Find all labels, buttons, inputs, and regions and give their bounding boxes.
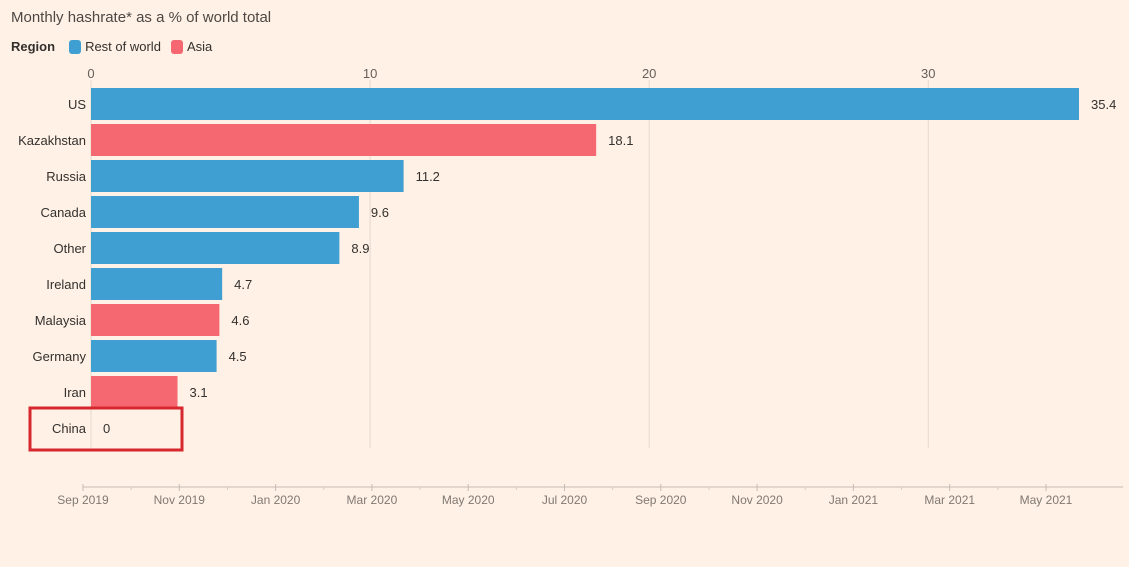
value-label: 4.5 (229, 349, 247, 364)
bar (91, 124, 597, 156)
category-label: Russia (46, 169, 87, 184)
x-tick-label: 30 (921, 66, 935, 81)
legend-swatch-asia (170, 39, 183, 54)
timeline-label[interactable]: Mar 2020 (347, 493, 398, 507)
bar (91, 196, 359, 228)
value-label: 35.4 (1091, 97, 1116, 112)
timeline-label[interactable]: May 2021 (1020, 493, 1073, 507)
bar (91, 232, 340, 264)
legend-title: Region (11, 39, 56, 54)
timeline-label[interactable]: Sep 2020 (635, 493, 687, 507)
category-label: China (52, 421, 87, 436)
legend: Region Rest of world Asia (11, 39, 222, 54)
category-label: Ireland (46, 277, 86, 292)
category-label: US (68, 97, 86, 112)
category-label: Iran (64, 385, 86, 400)
timeline-label[interactable]: Jul 2020 (542, 493, 588, 507)
timeline-label[interactable]: May 2020 (442, 493, 495, 507)
value-label: 3.1 (190, 385, 208, 400)
value-label: 0 (103, 421, 110, 436)
legend-item-asia[interactable]: Asia (170, 39, 213, 54)
x-tick-label: 20 (642, 66, 656, 81)
value-label: 4.7 (234, 277, 252, 292)
value-label: 4.6 (231, 313, 249, 328)
x-tick-label: 0 (87, 66, 94, 81)
legend-item-rest-of-world[interactable]: Rest of world (69, 39, 161, 54)
legend-label-asia: Asia (186, 39, 213, 54)
category-label: Canada (40, 205, 86, 220)
timeline-label[interactable]: Mar 2021 (924, 493, 975, 507)
bar (91, 376, 178, 408)
timeline-label[interactable]: Nov 2020 (731, 493, 783, 507)
x-tick-label: 10 (363, 66, 377, 81)
bar (91, 88, 1079, 120)
timeline-label[interactable]: Jan 2021 (829, 493, 879, 507)
legend-label-rest-of-world: Rest of world (85, 39, 161, 54)
chart-title: Monthly hashrate* as a % of world total (11, 9, 272, 26)
value-label: 8.9 (351, 241, 369, 256)
bar (91, 160, 404, 192)
timeline-label[interactable]: Nov 2019 (154, 493, 206, 507)
value-label: 18.1 (608, 133, 633, 148)
highlight-box (28, 406, 184, 452)
legend-swatch-rest-of-world (69, 39, 82, 54)
bar (91, 304, 220, 336)
bar (91, 340, 217, 372)
category-label: Malaysia (35, 313, 87, 328)
category-label: Other (53, 241, 86, 256)
timeline-label[interactable]: Sep 2019 (57, 493, 109, 507)
value-label: 9.6 (371, 205, 389, 220)
category-label: Germany (33, 349, 87, 364)
bar (91, 268, 223, 300)
value-label: 11.2 (416, 169, 440, 184)
timeline-label[interactable]: Jan 2020 (251, 493, 301, 507)
category-label: Kazakhstan (18, 133, 86, 148)
